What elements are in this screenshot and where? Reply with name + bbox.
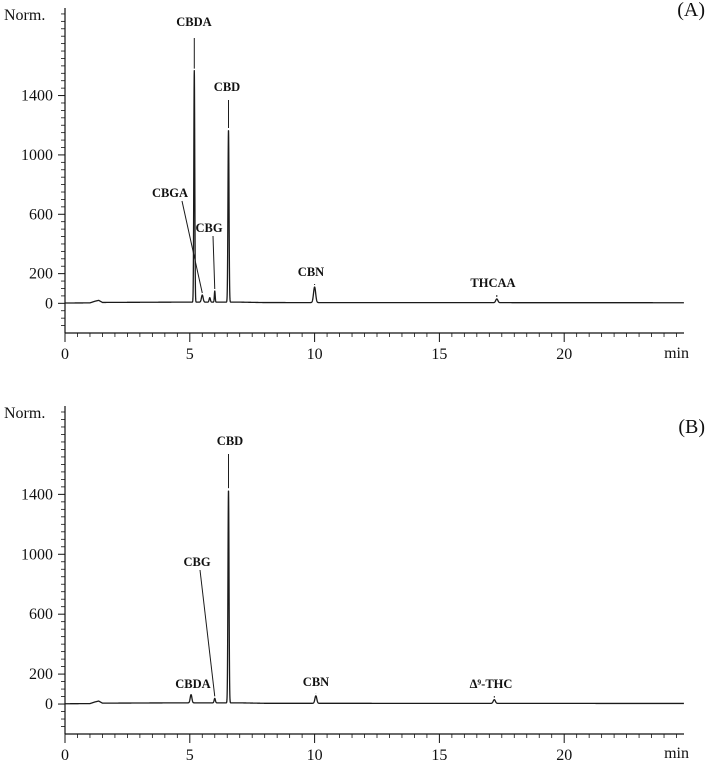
y-tick-label: 0	[45, 696, 53, 713]
panel-label: (B)	[678, 416, 705, 438]
peak-annotations: CBGA CBDA CBG CBD CBN THCAA	[152, 15, 516, 297]
x-tick-label: 15	[431, 346, 447, 363]
peak-label: THCAA	[470, 276, 515, 290]
x-tick-label: 0	[61, 346, 69, 363]
x-tick-label: 15	[431, 747, 447, 764]
peak-label: CBD	[214, 80, 240, 94]
x-tick-label: 20	[556, 747, 572, 764]
y-tick-label: 1400	[21, 88, 53, 105]
peak-leader-line	[212, 235, 216, 290]
x-tick-label: 10	[307, 346, 323, 363]
y-tick-label: 0	[45, 295, 53, 312]
x-unit-label: min	[664, 345, 689, 362]
peak-label: CBDA	[176, 15, 211, 29]
y-tick-label: 200	[29, 266, 53, 283]
y-tick-label: 1000	[21, 147, 53, 164]
chromatogram-trace	[64, 69, 685, 304]
peak-leader-line	[199, 569, 216, 697]
peak-label: CBD	[217, 434, 243, 448]
peak-label: CBDA	[175, 677, 210, 691]
x-tick-label: 0	[61, 747, 69, 764]
x-tick-label: 5	[186, 747, 194, 764]
peak-label: CBGA	[152, 186, 188, 200]
y-tick-label: 200	[29, 666, 53, 683]
x-tick-label: 5	[186, 346, 194, 363]
peak-label: CBN	[298, 265, 324, 279]
peak-label: CBG	[195, 221, 222, 235]
peak-label: CBG	[183, 555, 210, 569]
peak-annotations: CBDA CBG CBD CBN Δ⁹-THC	[175, 434, 512, 698]
x-tick-label: 10	[307, 747, 323, 764]
chromatogram-trace	[64, 490, 685, 705]
y-tick-label: 1000	[21, 546, 53, 563]
peak-leader-line	[181, 200, 203, 294]
peak-label: CBN	[303, 675, 329, 689]
x-unit-label: min	[664, 745, 689, 762]
y-tick-label: 1400	[21, 486, 53, 503]
y-axis-label: Norm.	[4, 405, 45, 422]
y-tick-label: 600	[29, 606, 53, 623]
y-axis-label: Norm.	[4, 7, 45, 24]
panel-label: (A)	[677, 0, 705, 21]
y-tick-label: 600	[29, 206, 53, 223]
peak-label: Δ⁹-THC	[470, 677, 513, 691]
x-tick-label: 20	[556, 346, 572, 363]
